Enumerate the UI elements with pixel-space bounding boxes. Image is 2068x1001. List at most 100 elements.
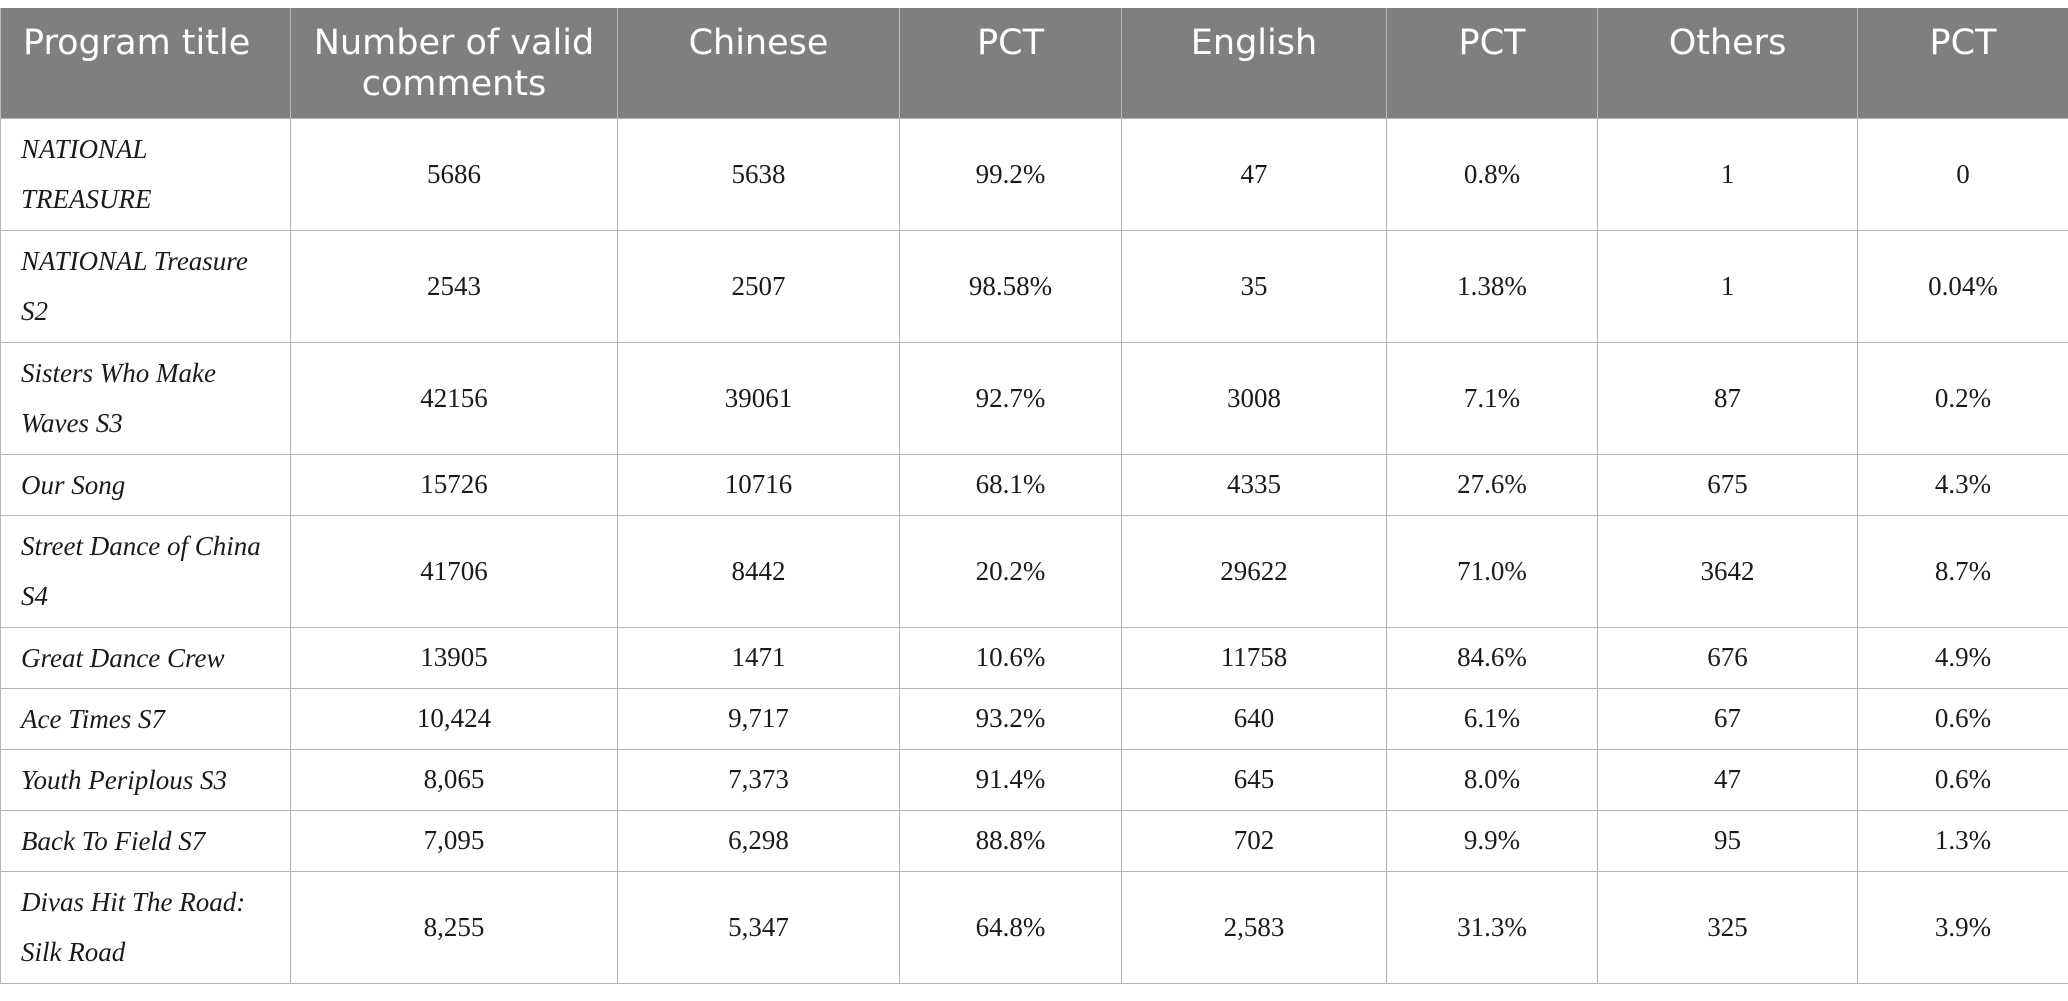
cell-others-pct: 4.3% [1857, 453, 2068, 516]
table-body: NATIONAL TREASURE 5686 5638 99.2% 47 0.8… [0, 117, 2068, 984]
cell-others: 47 [1597, 748, 1858, 811]
cell-english: 702 [1121, 809, 1387, 872]
table-row: Ace Times S7 10,424 9,717 93.2% 640 6.1%… [0, 687, 2068, 750]
header-english: English [1121, 8, 1387, 118]
cell-english: 645 [1121, 748, 1387, 811]
cell-valid-comments: 10,424 [290, 687, 618, 750]
cell-others: 95 [1597, 809, 1858, 872]
cell-english-pct: 6.1% [1386, 687, 1598, 750]
cell-chinese-pct: 98.58% [899, 229, 1122, 343]
cell-valid-comments: 42156 [290, 341, 618, 455]
cell-english-pct: 1.38% [1386, 229, 1598, 343]
cell-chinese: 6,298 [617, 809, 900, 872]
header-english-pct: PCT [1386, 8, 1598, 118]
cell-program-title: Great Dance Crew [0, 626, 291, 689]
table-row: Great Dance Crew 13905 1471 10.6% 11758 … [0, 626, 2068, 689]
table-row: Divas Hit The Road: Silk Road 8,255 5,34… [0, 870, 2068, 984]
table-row: Our Song 15726 10716 68.1% 4335 27.6% 67… [0, 453, 2068, 516]
cell-others: 3642 [1597, 514, 1858, 628]
header-others: Others [1597, 8, 1858, 118]
cell-program-title: Street Dance of China S4 [0, 514, 291, 628]
cell-chinese-pct: 91.4% [899, 748, 1122, 811]
cell-chinese-pct: 93.2% [899, 687, 1122, 750]
table-row: NATIONAL TREASURE 5686 5638 99.2% 47 0.8… [0, 117, 2068, 231]
cell-english: 2,583 [1121, 870, 1387, 984]
cell-english: 640 [1121, 687, 1387, 750]
cell-chinese: 7,373 [617, 748, 900, 811]
cell-valid-comments: 7,095 [290, 809, 618, 872]
cell-others-pct: 0 [1857, 117, 2068, 231]
cell-english-pct: 8.0% [1386, 748, 1598, 811]
cell-others-pct: 3.9% [1857, 870, 2068, 984]
comments-language-table: Program title Number of valid comments C… [0, 8, 2068, 984]
header-program-title: Program title [0, 8, 291, 118]
cell-others: 676 [1597, 626, 1858, 689]
header-valid-comments: Number of valid comments [290, 8, 618, 118]
data-table-container: Program title Number of valid comments C… [0, 8, 2068, 984]
cell-others-pct: 0.2% [1857, 341, 2068, 455]
cell-chinese-pct: 99.2% [899, 117, 1122, 231]
cell-others-pct: 8.7% [1857, 514, 2068, 628]
cell-english: 29622 [1121, 514, 1387, 628]
cell-others: 1 [1597, 117, 1858, 231]
cell-chinese-pct: 88.8% [899, 809, 1122, 872]
header-row: Program title Number of valid comments C… [0, 8, 2068, 118]
table-row: Youth Periplous S3 8,065 7,373 91.4% 645… [0, 748, 2068, 811]
cell-program-title: Back To Field S7 [0, 809, 291, 872]
table-header: Program title Number of valid comments C… [0, 8, 2068, 118]
cell-chinese-pct: 64.8% [899, 870, 1122, 984]
cell-valid-comments: 2543 [290, 229, 618, 343]
cell-english: 47 [1121, 117, 1387, 231]
cell-chinese-pct: 92.7% [899, 341, 1122, 455]
cell-valid-comments: 41706 [290, 514, 618, 628]
cell-others-pct: 0.04% [1857, 229, 2068, 343]
cell-chinese: 5638 [617, 117, 900, 231]
cell-others: 675 [1597, 453, 1858, 516]
cell-valid-comments: 8,065 [290, 748, 618, 811]
cell-english-pct: 71.0% [1386, 514, 1598, 628]
cell-others-pct: 0.6% [1857, 748, 2068, 811]
header-others-pct: PCT [1857, 8, 2068, 118]
cell-chinese: 39061 [617, 341, 900, 455]
cell-program-title: Ace Times S7 [0, 687, 291, 750]
cell-chinese-pct: 10.6% [899, 626, 1122, 689]
cell-english-pct: 9.9% [1386, 809, 1598, 872]
cell-program-title: Our Song [0, 453, 291, 516]
cell-valid-comments: 15726 [290, 453, 618, 516]
cell-chinese-pct: 68.1% [899, 453, 1122, 516]
cell-others: 67 [1597, 687, 1858, 750]
cell-english: 11758 [1121, 626, 1387, 689]
cell-english-pct: 27.6% [1386, 453, 1598, 516]
cell-others: 325 [1597, 870, 1858, 984]
cell-english-pct: 7.1% [1386, 341, 1598, 455]
cell-others-pct: 1.3% [1857, 809, 2068, 872]
header-chinese-pct: PCT [899, 8, 1122, 118]
cell-english-pct: 84.6% [1386, 626, 1598, 689]
cell-chinese: 1471 [617, 626, 900, 689]
cell-chinese: 9,717 [617, 687, 900, 750]
cell-chinese-pct: 20.2% [899, 514, 1122, 628]
cell-program-title: NATIONAL Treasure S2 [0, 229, 291, 343]
cell-valid-comments: 8,255 [290, 870, 618, 984]
cell-program-title: Sisters Who Make Waves S3 [0, 341, 291, 455]
cell-valid-comments: 5686 [290, 117, 618, 231]
cell-others-pct: 4.9% [1857, 626, 2068, 689]
cell-program-title: Youth Periplous S3 [0, 748, 291, 811]
cell-chinese: 2507 [617, 229, 900, 343]
header-chinese: Chinese [617, 8, 900, 118]
cell-english: 35 [1121, 229, 1387, 343]
cell-valid-comments: 13905 [290, 626, 618, 689]
cell-english-pct: 31.3% [1386, 870, 1598, 984]
cell-chinese: 5,347 [617, 870, 900, 984]
table-row: Sisters Who Make Waves S3 42156 39061 92… [0, 341, 2068, 455]
cell-english-pct: 0.8% [1386, 117, 1598, 231]
table-row: Back To Field S7 7,095 6,298 88.8% 702 9… [0, 809, 2068, 872]
cell-english: 4335 [1121, 453, 1387, 516]
cell-chinese: 10716 [617, 453, 900, 516]
cell-program-title: Divas Hit The Road: Silk Road [0, 870, 291, 984]
cell-others: 1 [1597, 229, 1858, 343]
table-row: Street Dance of China S4 41706 8442 20.2… [0, 514, 2068, 628]
cell-others-pct: 0.6% [1857, 687, 2068, 750]
table-row: NATIONAL Treasure S2 2543 2507 98.58% 35… [0, 229, 2068, 343]
cell-english: 3008 [1121, 341, 1387, 455]
